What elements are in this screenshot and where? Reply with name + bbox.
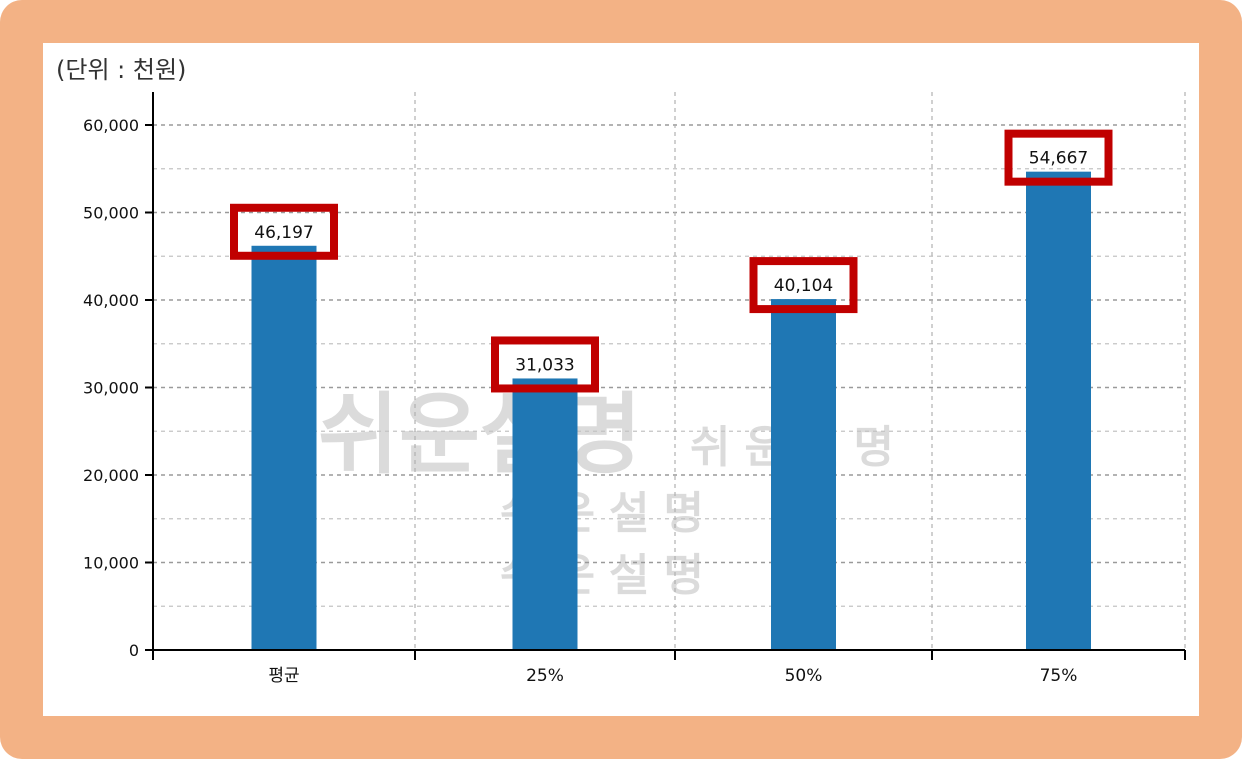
y-tick-label: 50,000 <box>83 204 139 223</box>
bars <box>251 171 1091 650</box>
y-tick-label: 20,000 <box>83 466 139 485</box>
x-tick-label: 50% <box>785 666 823 686</box>
grid-lines <box>153 92 1186 650</box>
highlight-box <box>1004 129 1113 186</box>
value-label: 54,667 <box>1029 149 1088 169</box>
unit-label: (단위 : 천원) <box>56 56 187 84</box>
bar <box>1026 171 1091 650</box>
axes: 0 10,000 20,000 30,000 40,000 50,000 60,000 평균 2… <box>83 92 1186 686</box>
x-tick-label: 평균 <box>268 666 299 686</box>
y-tick-label: 40,000 <box>83 291 139 310</box>
watermark-text: 쉬운설명 <box>318 383 642 486</box>
value-labels: 46,197 31,033 40,104 54,667 <box>230 129 1113 393</box>
highlight-box <box>749 257 858 314</box>
value-label: 31,033 <box>515 355 574 375</box>
x-tick-label: 25% <box>526 666 564 686</box>
y-tick-label: 60,000 <box>83 116 139 135</box>
y-tick-label: 0 <box>129 641 139 660</box>
highlight-box <box>491 336 599 393</box>
value-label: 46,197 <box>254 223 313 243</box>
value-label: 40,104 <box>774 276 833 296</box>
bar <box>251 245 317 650</box>
bar <box>512 378 578 650</box>
bar <box>771 299 836 650</box>
y-tick-label: 30,000 <box>83 379 139 398</box>
y-tick-label: 10,000 <box>83 554 139 573</box>
highlight-box <box>230 203 338 260</box>
x-tick-label: 75% <box>1040 666 1078 686</box>
